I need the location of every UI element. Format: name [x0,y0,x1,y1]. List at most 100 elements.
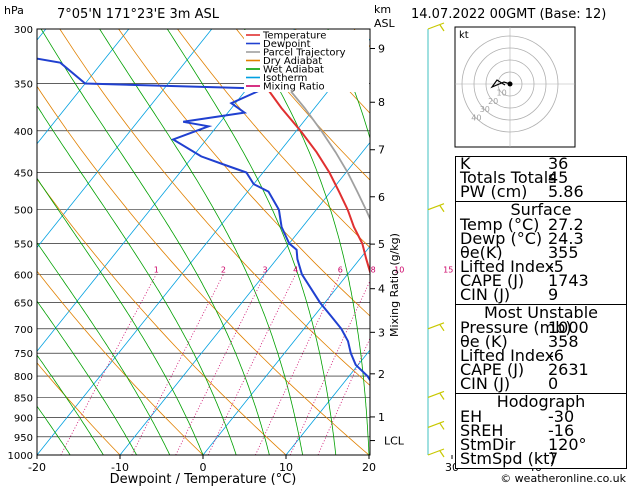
wind-barb-flag [439,423,445,430]
storm-motion-marker [507,81,513,87]
surface-title: Surface [510,200,572,219]
legend-label: Temperature [262,31,326,42]
wet-adiabat-line [410,29,441,455]
x-tick-label: 10 [279,461,293,474]
mu-pressure-label: Pressure (mb) [460,318,572,337]
surface-thetae-value: 355 [548,243,579,262]
mixing-ratio-label: 2 [221,265,226,274]
pressure-tick-label: 450 [14,168,33,179]
mu-cape-value: 2631 [548,360,589,379]
pressure-tick-label: 550 [14,239,33,250]
mu-thetae-label: θe (K) [460,332,508,351]
mixing-ratio-line [255,274,341,455]
legend-background [244,30,369,92]
most-unstable-panel: Most Unstable Pressure (mb) 1000 θe (K) … [455,304,627,394]
wind-barb-flag [439,24,445,32]
dry-adiabat-line [37,270,204,455]
surface-dewp-value: 24.3 [548,229,584,248]
dewpoint-curve [37,57,370,382]
mixing-ratio-axis-label: Mixing Ratio (g/kg) [388,233,401,337]
legend-label: Dewpoint [263,39,311,50]
mixing-ratio-line [369,453,370,455]
legend-label: Parcel Trajectory [263,48,346,59]
pressure-tick-label: 1000 [8,451,33,462]
km-tick-label: 7 [378,144,385,157]
hodograph-ring-label: 20 [488,97,498,106]
legend-label: Mixing Ratio [263,82,325,93]
index-pw-value: 5.86 [548,182,584,201]
hodograph-ring-label: 10 [497,88,507,97]
hodograph-frame [454,26,576,148]
dry-adiabat-line [37,362,121,455]
most-unstable-title: Most Unstable [484,303,598,322]
parcel-trajectory-curve [283,82,370,221]
wet-adiabat-line [37,105,237,455]
copyright: © weatheronline.co.uk [500,472,626,485]
isotherm-line [119,141,370,455]
index-k-value: 36 [548,154,569,173]
wet-adiabat-line [37,242,171,455]
mixing-ratio-label: 15 [443,265,453,274]
hpa-label: hPa [4,4,24,17]
hodo-stmspd-value: 7 [548,449,559,468]
isotherm-line [37,29,130,145]
mu-cape-label: CAPE (J) [460,360,525,379]
wet-adiabat-line [99,29,303,455]
pressure-tick-label: 350 [14,80,33,91]
location-title: 7°05'N 171°23'E 3m ASL [57,7,220,22]
pressure-tick-label: 850 [14,393,33,404]
index-tt-label: Totals Totals [460,168,557,187]
plot-frame [36,28,371,456]
surface-cape-value: 1743 [548,271,589,290]
hodo-sreh-label: SREH [460,421,504,440]
mu-cin-value: 0 [548,374,559,393]
mu-pressure-value: 1000 [548,318,589,337]
wet-adiabat-line [37,300,137,455]
x-tick-label: 0 [200,461,207,474]
hodograph-table-title: Hodograph [496,392,586,411]
isotherm-line [37,29,213,249]
surface-cape-label: CAPE (J) [460,271,525,290]
surface-panel: Surface Temp (°C) 27.2 Dewp (°C) 24.3 θe… [455,201,627,305]
km-tick-label: 2 [378,368,385,381]
pressure-tick-label: 900 [14,414,33,425]
pressure-tick-label: 600 [14,270,33,281]
chart-grid [37,29,441,455]
legend-label: Isotherm [263,73,307,84]
pressure-tick-label: 400 [14,127,33,138]
x-tick-label: -20 [28,461,46,474]
dry-adiabat-line [235,29,370,181]
wind-barb [427,448,445,456]
mixing-ratio-line [289,280,370,455]
wind-barb [427,420,445,428]
hodo-eh-value: -30 [548,407,575,426]
km-label: km [374,3,391,16]
km-tick-label: 9 [378,43,385,56]
mixing-ratio-label: 1 [154,265,159,274]
chart-axes: 3003504004505005506006507007508008509009… [8,25,542,474]
pressure-tick-label: 300 [14,25,33,36]
wind-barb [427,322,445,330]
legend-label: Wet Adiabat [263,65,324,76]
index-tt-value: 45 [548,168,569,187]
surface-temp-value: 27.2 [548,215,584,234]
mixing-ratio-line [207,274,296,455]
surface-temp-label: Temp (°C) [460,215,540,234]
km-tick-label: 5 [378,238,385,251]
wet-adiabat-line [37,177,204,455]
dry-adiabat-line [177,29,370,249]
chart-curves [37,57,370,382]
wind-barb [427,22,445,30]
wet-adiabat-line [37,354,104,455]
wind-barbs [427,22,445,458]
mixing-ratio-label: 10 [394,265,404,274]
legend-label: Dry Adiabat [263,56,322,67]
hodo-stmdir-label: StmDir [460,435,516,454]
x-axis-label: Dewpoint / Temperature (°C) [110,472,297,486]
hodo-stmspd-label: StmSpd (kt) [460,449,556,468]
hodograph-ring-label: 40 [471,114,481,123]
hodo-stmdir-value: 120° [548,435,587,454]
mixing-ratio-line [60,274,157,455]
